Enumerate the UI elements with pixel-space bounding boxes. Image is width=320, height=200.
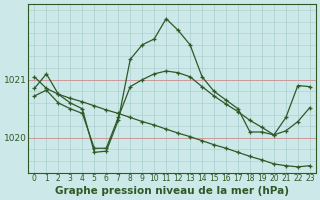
X-axis label: Graphe pression niveau de la mer (hPa): Graphe pression niveau de la mer (hPa) <box>55 186 289 196</box>
